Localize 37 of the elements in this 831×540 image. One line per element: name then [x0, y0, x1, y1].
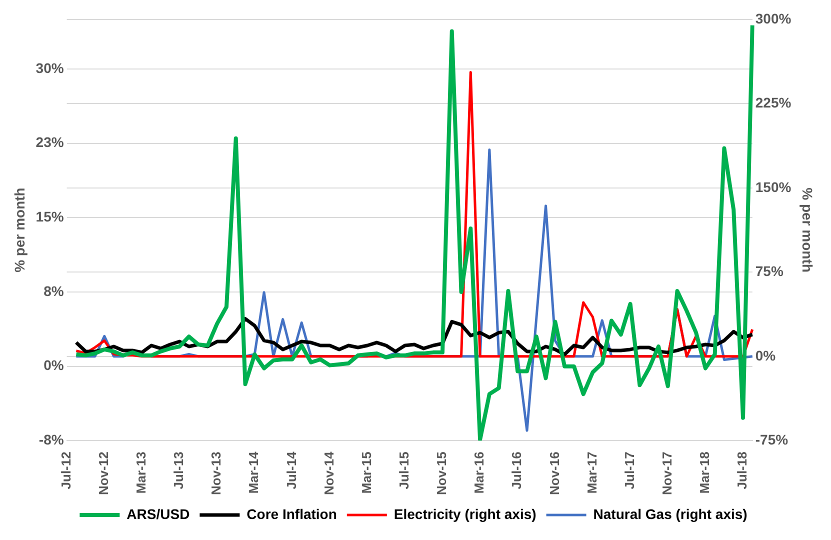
y-tick-label: -8% — [38, 432, 64, 448]
y-tick-label: 15% — [36, 208, 64, 224]
x-tick-label: Mar-16 — [472, 452, 487, 494]
x-tick-label: Nov-12 — [96, 452, 111, 496]
y-tick-label: 23% — [36, 134, 64, 150]
legend-label: Natural Gas (right axis) — [593, 506, 748, 522]
y2-axis-title: % per month — [800, 188, 816, 272]
y2-tick-label: -75% — [755, 432, 789, 448]
x-tick-label: Mar-18 — [697, 452, 712, 494]
y-tick-label: 0% — [44, 357, 64, 374]
x-tick-label: Jul-12 — [58, 452, 74, 490]
x-tick-label: Jul-18 — [734, 452, 750, 490]
y2-tick-label: 0% — [755, 347, 776, 364]
y2-tick-label: 75% — [755, 263, 784, 280]
x-tick-label: Jul-17 — [622, 452, 637, 490]
y-tick-label: 8% — [44, 282, 64, 299]
x-tick-label: Jul-16 — [509, 452, 524, 490]
legend-label: ARS/USD — [126, 506, 190, 522]
x-tick-label: Mar-14 — [246, 450, 262, 494]
y-tick-label: 30% — [36, 60, 64, 76]
x-tick-label: Jul-15 — [396, 452, 412, 490]
x-tick-label: Mar-17 — [584, 452, 600, 494]
y2-tick-label: 225% — [755, 94, 792, 111]
legend-label: Core Inflation — [246, 506, 337, 522]
legend-label: Electricity (right axis) — [394, 506, 536, 522]
x-tick-label: Jul-14 — [284, 450, 299, 490]
x-tick-label: Mar-13 — [134, 452, 149, 494]
x-tick-label: Nov-15 — [434, 452, 450, 496]
x-tick-label: Nov-14 — [321, 450, 336, 496]
y2-tick-label: 150% — [755, 178, 792, 195]
x-tick-label: Nov-16 — [546, 452, 562, 496]
x-tick-label: Jul-13 — [171, 452, 186, 490]
x-tick-label: Nov-13 — [208, 452, 224, 496]
x-tick-label: Mar-15 — [358, 452, 374, 494]
y-axis-title: % per month — [11, 188, 28, 272]
x-tick-label: Nov-17 — [659, 452, 674, 496]
y2-tick-label: 300% — [755, 10, 792, 26]
